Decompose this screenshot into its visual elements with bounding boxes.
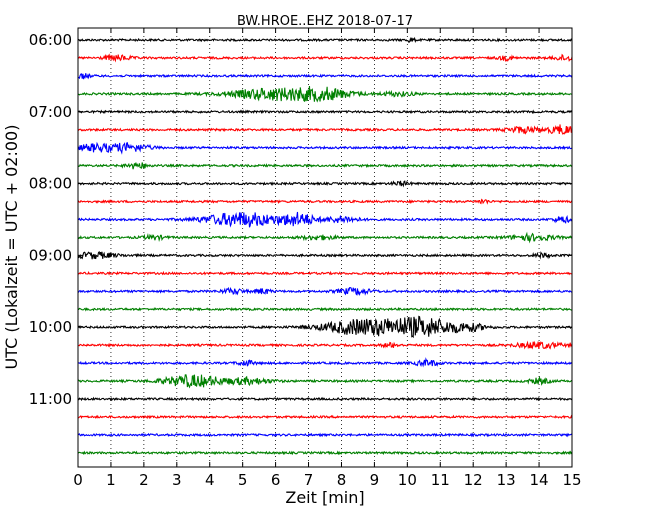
x-tick-label: 0 [73, 471, 83, 489]
seismic-trace [77, 141, 573, 155]
seismic-trace [77, 340, 573, 350]
x-tick-label: 2 [139, 471, 149, 489]
x-tick-label: 1 [106, 471, 116, 489]
x-tick-label: 10 [398, 471, 417, 489]
seismic-trace [77, 211, 573, 228]
y-tick-label: 10:00 [29, 318, 72, 336]
chart-title: BW.HROE..EHZ 2018-07-17 [237, 14, 413, 29]
seismic-trace [77, 231, 573, 244]
y-tick-label: 11:00 [29, 390, 72, 408]
y-tick-label: 08:00 [29, 175, 72, 193]
axis-ticks: 0 1 2 3 4 5 6 7 8 9 10 11 12 13 14 1506:0007:0008:0009:… [29, 28, 582, 489]
y-tick-label: 09:00 [29, 246, 72, 264]
x-tick-label: 4 [205, 471, 215, 489]
x-tick-label: 15 [562, 471, 581, 489]
x-tick-label: 8 [337, 471, 347, 489]
seismic-trace [77, 357, 573, 368]
x-tick-label: 7 [304, 471, 314, 489]
seismic-trace [77, 198, 573, 205]
x-tick-label: 3 [172, 471, 182, 489]
seismic-trace [77, 396, 573, 402]
x-tick-label: 6 [271, 471, 281, 489]
seismic-trace [77, 109, 573, 115]
y-tick-label: 06:00 [29, 31, 72, 49]
seismic-trace [77, 450, 573, 456]
x-tick-label: 13 [497, 471, 516, 489]
seismic-trace [77, 270, 573, 276]
x-tick-label: 12 [464, 471, 483, 489]
y-axis-label: UTC (Lokalzeit = UTC + 02:00) [2, 125, 21, 370]
x-tick-label: 11 [431, 471, 450, 489]
seismic-trace [77, 86, 573, 103]
seismic-trace [77, 180, 573, 188]
seismic-trace [77, 286, 573, 297]
seismic-trace [77, 162, 573, 170]
seismic-trace [77, 53, 573, 63]
x-tick-label: 9 [370, 471, 380, 489]
seismic-trace [77, 374, 573, 389]
plot-frame [77, 27, 573, 468]
seismic-trace [77, 432, 573, 438]
y-tick-label: 07:00 [29, 103, 72, 121]
x-axis-label: Zeit [min] [285, 488, 364, 507]
seismic-trace [77, 124, 573, 135]
seismic-trace [77, 414, 573, 420]
seismic-trace [77, 72, 573, 80]
x-tick-label: 14 [530, 471, 549, 489]
seismic-trace [77, 315, 573, 339]
seismic-trace [77, 36, 573, 44]
seismic-trace [77, 250, 573, 260]
seismic-trace [78, 306, 573, 312]
x-tick-label: 5 [238, 471, 248, 489]
traces [77, 36, 573, 456]
